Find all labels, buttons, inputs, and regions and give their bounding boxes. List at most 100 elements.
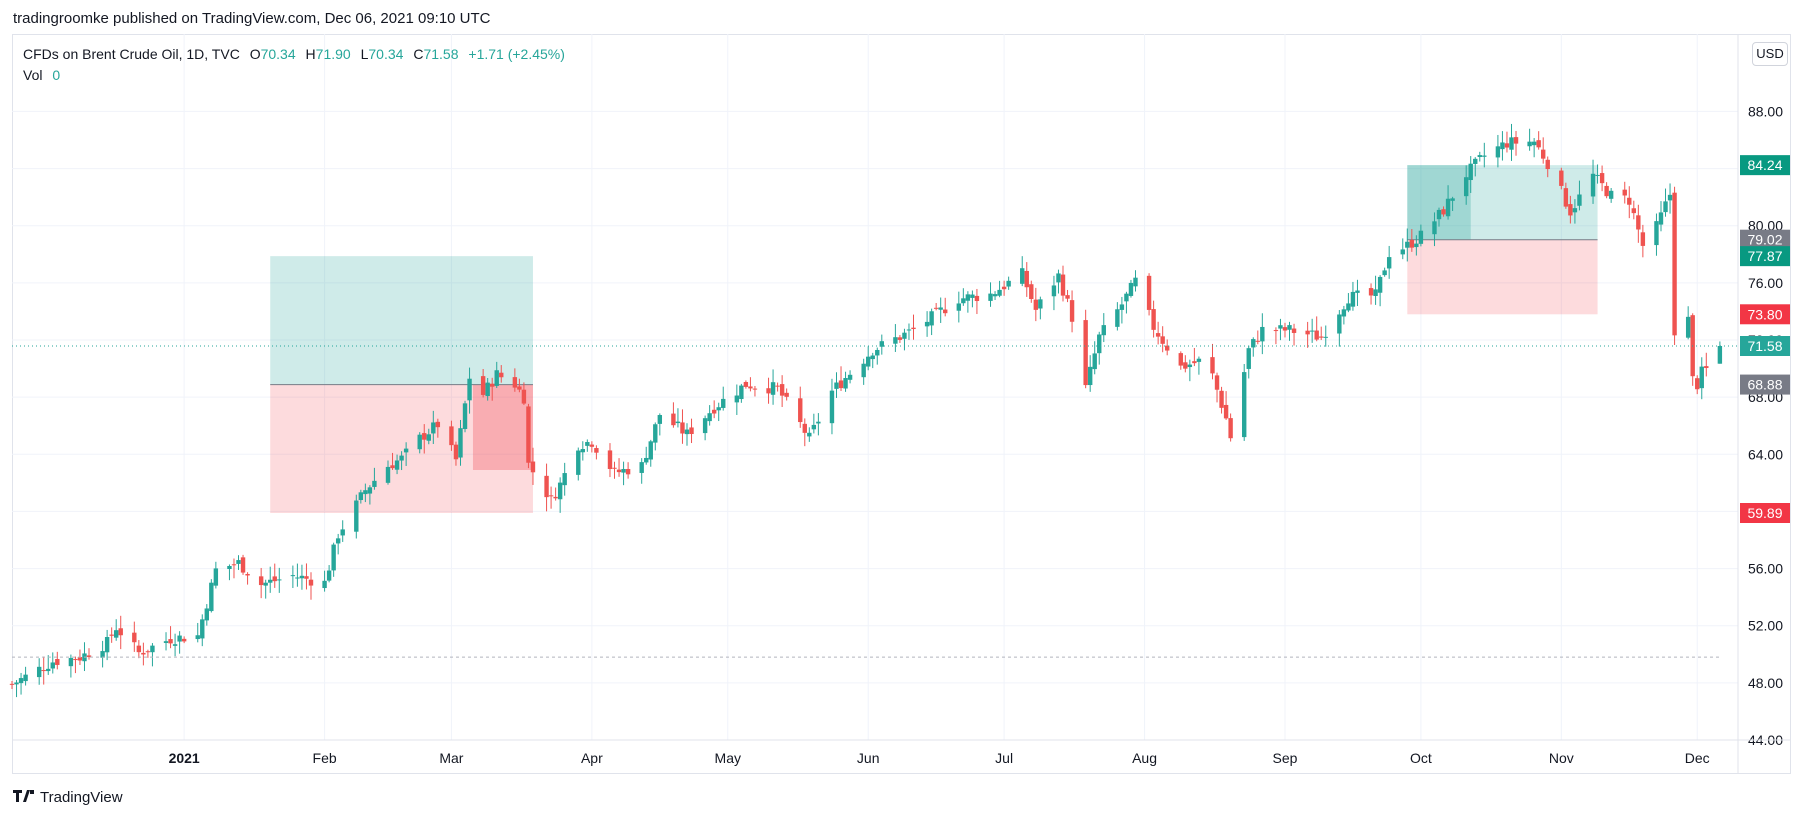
close-label: C (413, 46, 424, 62)
candle-body (367, 487, 373, 494)
candle-body (1219, 390, 1224, 408)
candle-body (902, 332, 907, 339)
price-tag-bg (1740, 304, 1790, 325)
candle (1590, 159, 1596, 204)
price-chart[interactable]: 44.0048.0052.0056.0060.0064.0068.0072.00… (0, 0, 1813, 780)
candle-body (1704, 366, 1709, 369)
candle-body (639, 462, 644, 473)
price-lines (12, 345, 1738, 658)
candle-body (1210, 357, 1215, 374)
candle (1282, 322, 1288, 338)
candle (46, 655, 51, 675)
candle (204, 604, 209, 626)
candle (462, 400, 468, 433)
time-tick-label: Oct (1410, 750, 1432, 766)
candle-body (150, 645, 155, 653)
candle-body (748, 386, 753, 389)
candle-body (1699, 366, 1704, 389)
candle-body (766, 388, 771, 394)
candle (1541, 137, 1546, 164)
candle (870, 352, 875, 369)
candle (1405, 228, 1410, 262)
candle (1314, 316, 1319, 342)
candlestick-series (9, 123, 1723, 698)
candle (657, 413, 663, 436)
candle-body (1595, 174, 1600, 176)
candle (1536, 131, 1541, 150)
candle-body (802, 423, 807, 433)
candle-body (1386, 257, 1392, 269)
price-tag: 68.88 (1740, 374, 1790, 395)
candle (1287, 321, 1292, 341)
candle (141, 642, 146, 666)
candle (268, 566, 273, 593)
price-tag-bg (1740, 503, 1790, 523)
candle (422, 424, 427, 454)
candle-body (816, 421, 821, 424)
candle-body (689, 427, 694, 435)
candle (417, 432, 422, 454)
candle-body (1695, 378, 1700, 390)
candle (1699, 357, 1704, 400)
tradingview-logo[interactable]: TradingView (13, 789, 123, 806)
candle-body (933, 307, 939, 309)
candle (711, 400, 717, 419)
candle (1183, 355, 1188, 373)
candle (970, 290, 975, 308)
candle (213, 561, 219, 589)
candle-body (988, 293, 993, 301)
candle-body (594, 448, 599, 453)
candle-body (1092, 353, 1097, 370)
candle-body (1590, 173, 1596, 197)
candle (308, 572, 314, 600)
candle-body (1717, 346, 1723, 364)
candle-body (453, 444, 459, 460)
candle-body (671, 413, 676, 426)
candle-body (929, 311, 934, 326)
candle (1160, 326, 1165, 353)
candle (716, 402, 721, 422)
candle-body (1368, 288, 1374, 296)
candle-body (779, 384, 785, 396)
candle (1695, 375, 1700, 395)
candle (829, 378, 835, 435)
candle (1092, 341, 1097, 375)
currency-button[interactable]: USD (1752, 42, 1788, 66)
candle (322, 570, 327, 592)
candle-body (1155, 333, 1161, 337)
candle-body (684, 429, 690, 435)
candle-body (1196, 358, 1202, 362)
candle (1663, 188, 1668, 217)
candle-body (798, 398, 803, 423)
chart-frame[interactable] (12, 34, 1791, 774)
time-tick-label: Dec (1685, 750, 1710, 766)
long-position-1-profit-zone (270, 256, 533, 385)
price-tag: 77.87 (1740, 246, 1790, 267)
price-tick-label: 52.00 (1748, 618, 1783, 634)
candle-body (1667, 194, 1673, 201)
candle-body (1087, 366, 1093, 386)
candle-body (1282, 327, 1288, 331)
candle-body (612, 467, 617, 469)
candle-body (607, 450, 613, 469)
candle (1056, 269, 1061, 294)
candle-body (1658, 212, 1664, 225)
candle (1500, 131, 1505, 161)
price-tag: 59.89 (1740, 503, 1790, 523)
candle (1060, 265, 1066, 302)
candle (18, 672, 24, 695)
symbol-title[interactable]: CFDs on Brent Crude Oil, 1D, TVC (23, 46, 240, 62)
candle (784, 388, 789, 401)
candle-body (268, 579, 273, 583)
candle (1155, 321, 1161, 345)
candle (734, 384, 740, 415)
candle-body (621, 468, 626, 473)
candle-body (1495, 146, 1501, 158)
time-axis: 2021 Feb Mar Apr May Jun Jul Aug Sep Oct Nov Dec (12, 739, 1790, 766)
candle (1065, 289, 1070, 303)
candle-body (1631, 208, 1637, 214)
candle (200, 614, 205, 647)
candle (1001, 280, 1007, 296)
candle (1627, 186, 1632, 219)
candle-body (449, 426, 454, 446)
